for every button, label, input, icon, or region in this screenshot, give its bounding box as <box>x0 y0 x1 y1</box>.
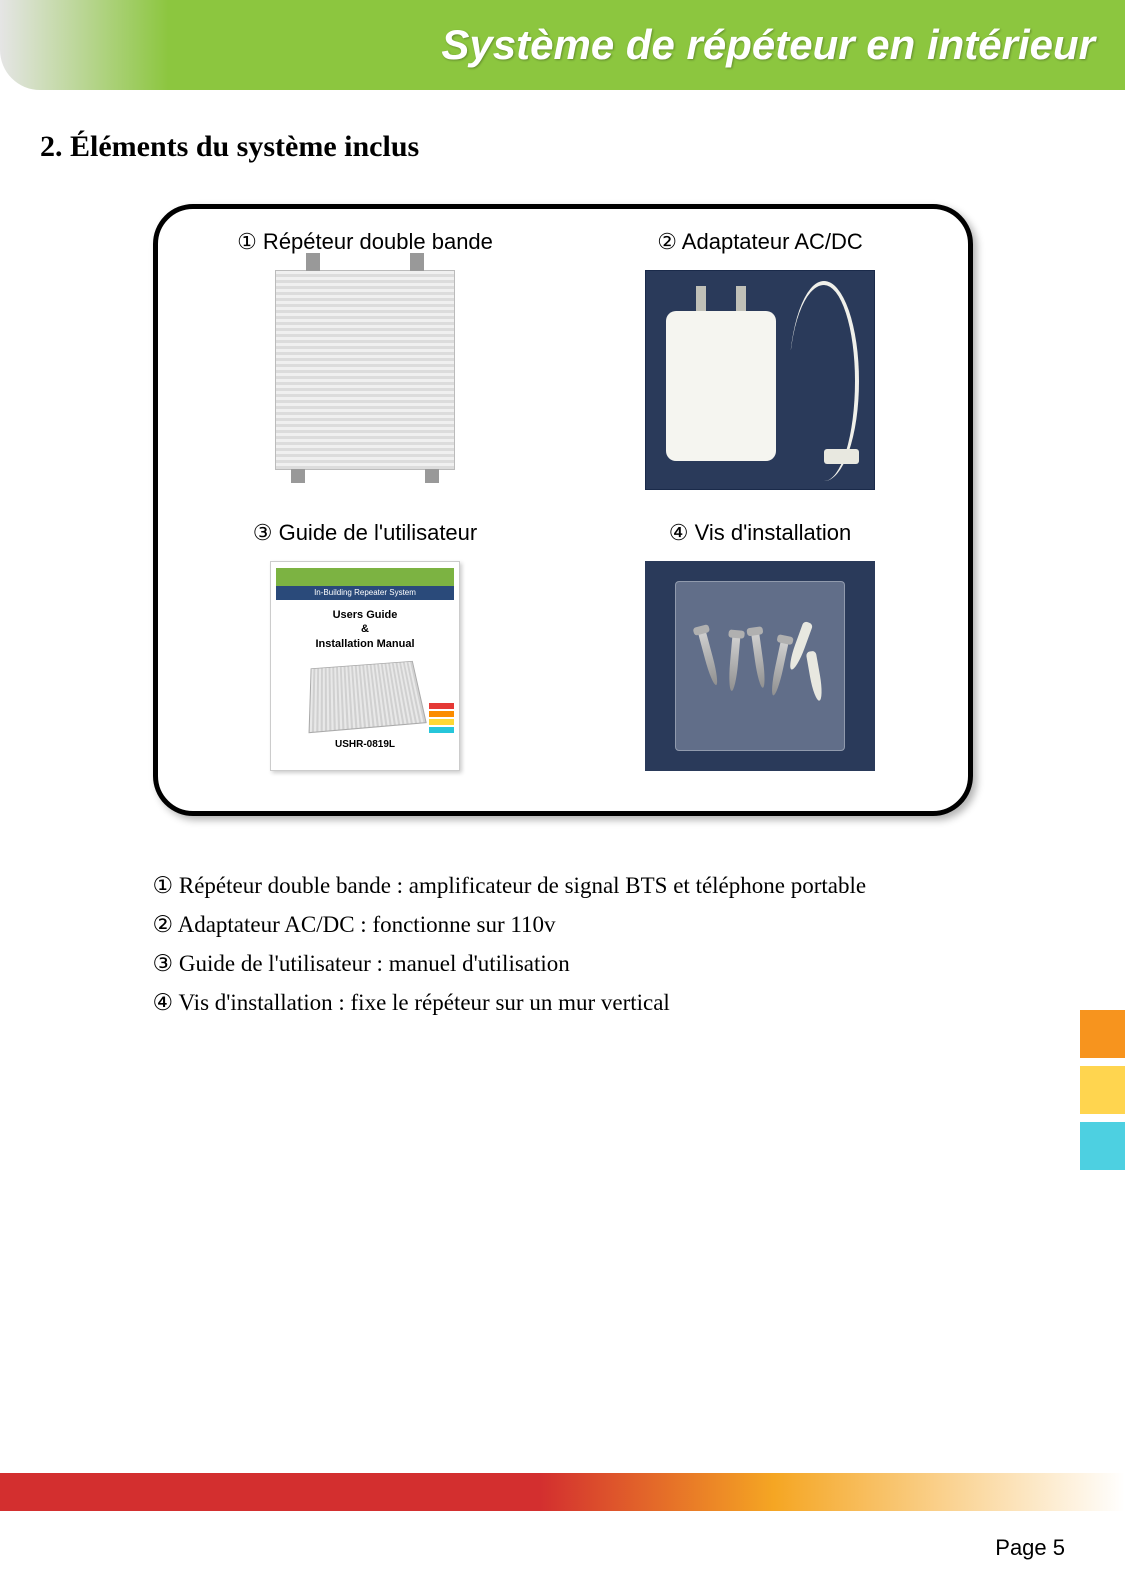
guide-header-text: In-Building Repeater System <box>276 586 454 600</box>
page-number: Page 5 <box>995 1535 1065 1561</box>
repeater-icon <box>275 270 455 470</box>
footer-bar <box>0 1473 1125 1511</box>
header-title: Système de répéteur en intérieur <box>441 21 1095 69</box>
desc-1: ① Répéteur double bande : amplificateur … <box>153 866 973 905</box>
guide-icon: In-Building Repeater System Users Guide … <box>270 561 460 771</box>
screws-icon <box>645 561 875 771</box>
item-1: ① Répéteur double bande <box>188 229 543 490</box>
items-box: ① Répéteur double bande ② Adaptateur AC/… <box>153 204 973 816</box>
section-title: 2. Éléments du système inclus <box>40 130 1085 164</box>
item-4-image <box>635 561 885 781</box>
items-grid: ① Répéteur double bande ② Adaptateur AC/… <box>188 229 938 781</box>
guide-model-text: USHR-0819L <box>271 739 459 750</box>
desc-3: ③ Guide de l'utilisateur : manuel d'util… <box>153 944 973 983</box>
tab-yellow <box>1080 1066 1125 1114</box>
page-content: 2. Éléments du système inclus ① Répéteur… <box>0 90 1125 1022</box>
item-2: ② Adaptateur AC/DC <box>583 229 938 490</box>
item-2-image <box>635 270 885 490</box>
item-3-image: In-Building Repeater System Users Guide … <box>240 561 490 781</box>
desc-4: ④ Vis d'installation : fixe le répéteur … <box>153 983 973 1022</box>
adapter-icon <box>645 270 875 490</box>
item-3: ③ Guide de l'utilisateur In-Building Rep… <box>188 520 543 781</box>
item-4: ④ Vis d'installation <box>583 520 938 781</box>
side-color-tabs <box>1080 1010 1125 1178</box>
item-2-label: ② Adaptateur AC/DC <box>583 229 938 255</box>
desc-2: ② Adaptateur AC/DC : fonctionne sur 110v <box>153 905 973 944</box>
item-1-image <box>240 270 490 490</box>
item-1-label: ① Répéteur double bande <box>188 229 543 255</box>
item-3-label: ③ Guide de l'utilisateur <box>188 520 543 546</box>
item-4-label: ④ Vis d'installation <box>583 520 938 546</box>
guide-title-text: Users Guide & Installation Manual <box>271 608 459 651</box>
descriptions: ① Répéteur double bande : amplificateur … <box>153 866 973 1022</box>
tab-cyan <box>1080 1122 1125 1170</box>
header-banner: Système de répéteur en intérieur <box>0 0 1125 90</box>
